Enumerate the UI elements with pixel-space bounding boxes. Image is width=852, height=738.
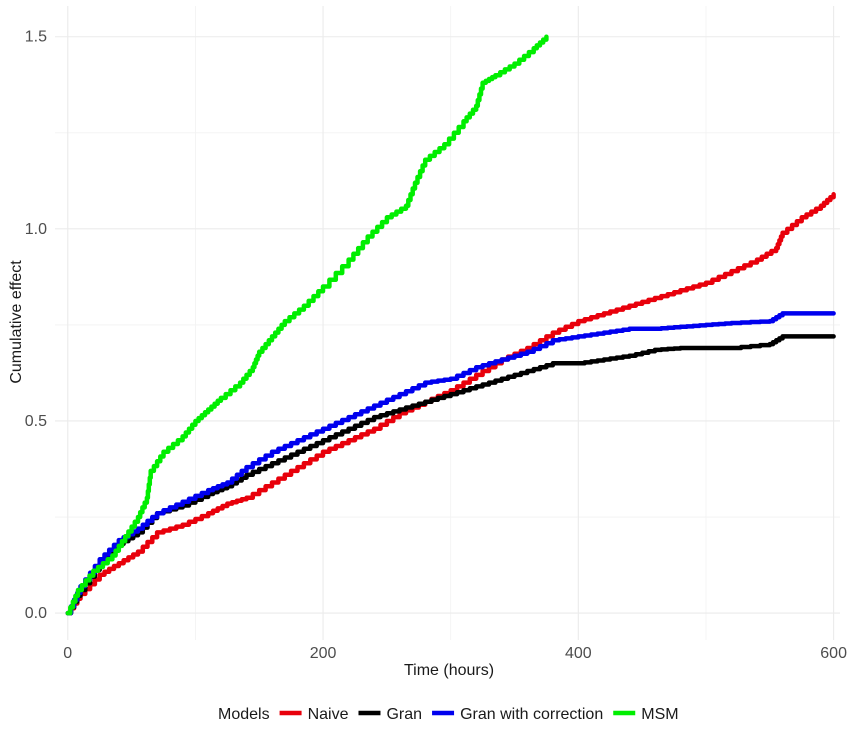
y-axis-title: Cumulative effect bbox=[8, 260, 25, 384]
series-line-gran-with-correction bbox=[65, 311, 836, 616]
x-tick-label: 400 bbox=[565, 645, 592, 662]
series-line-msm bbox=[65, 34, 549, 616]
x-tick-label: 200 bbox=[310, 645, 337, 662]
x-axis-tick-labels: 0 200 400 600 bbox=[63, 645, 847, 662]
y-tick-label: 1.0 bbox=[25, 221, 47, 238]
y-tick-label: 1.5 bbox=[25, 29, 47, 46]
series-lines bbox=[65, 34, 836, 616]
legend-label-msm: MSM bbox=[641, 706, 678, 723]
legend: Models Naive Gran Gran with correction MSM bbox=[218, 706, 679, 723]
legend-label-gran-with-correction: Gran with correction bbox=[460, 706, 603, 723]
series-line-naive bbox=[65, 192, 836, 616]
x-tick-label: 0 bbox=[63, 645, 72, 662]
y-tick-label: 0.0 bbox=[25, 605, 47, 622]
legend-title: Models bbox=[218, 706, 270, 723]
x-axis-title: Time (hours) bbox=[404, 662, 494, 679]
y-tick-label: 0.5 bbox=[25, 413, 47, 430]
legend-label-gran: Gran bbox=[386, 706, 422, 723]
legend-items: Naive Gran Gran with correction MSM bbox=[279, 706, 679, 723]
legend-label-naive: Naive bbox=[308, 706, 349, 723]
x-tick-label: 600 bbox=[820, 645, 847, 662]
y-axis-tick-labels: 0.0 0.5 1.0 1.5 bbox=[25, 29, 47, 622]
